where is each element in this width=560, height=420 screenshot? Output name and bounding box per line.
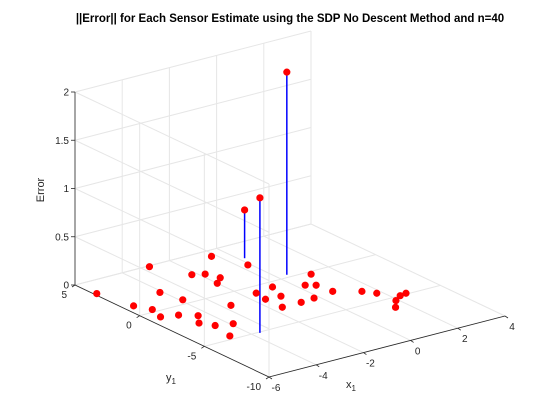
y-axis-line <box>74 284 270 378</box>
data-point-18 <box>216 274 224 282</box>
data-point-35 <box>373 289 381 297</box>
y-tick-mark <box>136 315 140 318</box>
data-point-9 <box>179 296 187 304</box>
data-point-1 <box>129 302 138 310</box>
x-tick-mark <box>457 327 462 331</box>
data-point-24 <box>297 298 305 306</box>
x-tick-mark <box>410 340 414 343</box>
z-tick-label: 1.5 <box>55 136 69 147</box>
data-point-3 <box>156 313 165 321</box>
floor-gridline-x <box>310 223 506 317</box>
grid-layer <box>74 30 506 378</box>
data-point-36 <box>392 296 400 305</box>
data-point-32 <box>329 287 337 295</box>
y-axis-label-main: y <box>166 372 172 384</box>
data-point-5 <box>211 321 219 330</box>
data-point-20 <box>261 295 270 303</box>
y-axis-label-sub: 1 <box>172 377 177 386</box>
y-tick-mark <box>265 376 270 380</box>
z-tick-label: 0.5 <box>55 232 69 243</box>
data-point-22 <box>268 283 277 291</box>
chart-title: ||Error|| for Each Sensor Estimate using… <box>76 13 504 25</box>
floor-gridline-x <box>263 235 459 329</box>
x-tick-mark <box>268 376 273 380</box>
data-point-28 <box>241 206 249 214</box>
back-gridline-z <box>74 175 312 238</box>
back-gridline-z <box>74 78 312 141</box>
y-tick-mark <box>201 346 205 349</box>
data-point-4 <box>195 319 203 327</box>
data-point-38 <box>402 289 410 297</box>
left-gridline-z <box>74 91 270 185</box>
x-tick-label: -6 <box>272 383 281 394</box>
z-axis-label: Error <box>35 177 47 202</box>
marker-layer <box>93 68 410 340</box>
y-tick-label: 0 <box>126 321 132 332</box>
floor-gridline-x <box>169 260 364 354</box>
x-axis-line <box>268 315 506 378</box>
x-tick-mark <box>363 352 367 355</box>
axis-layer <box>71 91 509 380</box>
back-gridline-z <box>74 30 312 93</box>
data-point-19 <box>252 289 260 297</box>
left-gridline-z <box>74 236 270 330</box>
x-tick-label: 2 <box>462 334 468 345</box>
data-point-12 <box>227 301 235 309</box>
x-tick-label: -2 <box>366 359 375 370</box>
data-point-21 <box>278 303 286 311</box>
data-point-11 <box>229 320 237 328</box>
data-point-29 <box>283 68 291 76</box>
data-point-37 <box>396 292 404 300</box>
y-axis-label: y1 <box>166 372 177 386</box>
x-tick-label: -4 <box>319 371 328 382</box>
data-point-14 <box>145 263 154 271</box>
x-tick-mark <box>315 364 320 368</box>
data-point-27 <box>207 252 216 260</box>
left-gridline-z <box>74 139 270 233</box>
floor-gridline-y <box>139 254 376 317</box>
back-gridline-z <box>74 127 312 189</box>
z-tick-label: 0 <box>63 281 69 292</box>
x-tick-label: 0 <box>415 346 421 357</box>
data-point-17 <box>213 279 221 287</box>
y-tick-label: -10 <box>247 382 262 393</box>
stem-layer <box>243 72 288 333</box>
data-point-8 <box>194 312 202 320</box>
y-tick-label: 5 <box>61 290 67 301</box>
data-point-6 <box>226 332 234 340</box>
data-point-16 <box>188 271 196 279</box>
x-tick-mark <box>504 315 509 319</box>
data-point-31 <box>312 281 320 289</box>
data-point-2 <box>148 305 156 314</box>
x-axis-label: x1 <box>346 379 357 393</box>
data-point-23 <box>277 292 285 300</box>
data-point-13 <box>256 194 264 202</box>
x-axis-label-main: x <box>346 379 352 391</box>
y-tick-label: -5 <box>187 351 196 362</box>
back-gridline-z <box>74 223 312 286</box>
data-point-7 <box>174 311 183 319</box>
floor-gridline-x <box>121 272 317 366</box>
data-point-15 <box>201 270 209 278</box>
data-point-34 <box>358 287 366 295</box>
data-point-25 <box>310 294 318 302</box>
z-tick-label: 1 <box>63 184 69 195</box>
z-tick-label: 2 <box>63 88 69 99</box>
data-point-10 <box>156 288 164 297</box>
data-point-26 <box>244 261 252 269</box>
data-point-0 <box>93 289 101 298</box>
data-point-30 <box>301 281 309 289</box>
left-gridline-z <box>74 188 270 281</box>
x-axis-label-sub: 1 <box>352 384 357 393</box>
x-tick-label: 4 <box>509 322 515 333</box>
data-point-33 <box>307 270 315 278</box>
data-point-39 <box>391 303 400 311</box>
